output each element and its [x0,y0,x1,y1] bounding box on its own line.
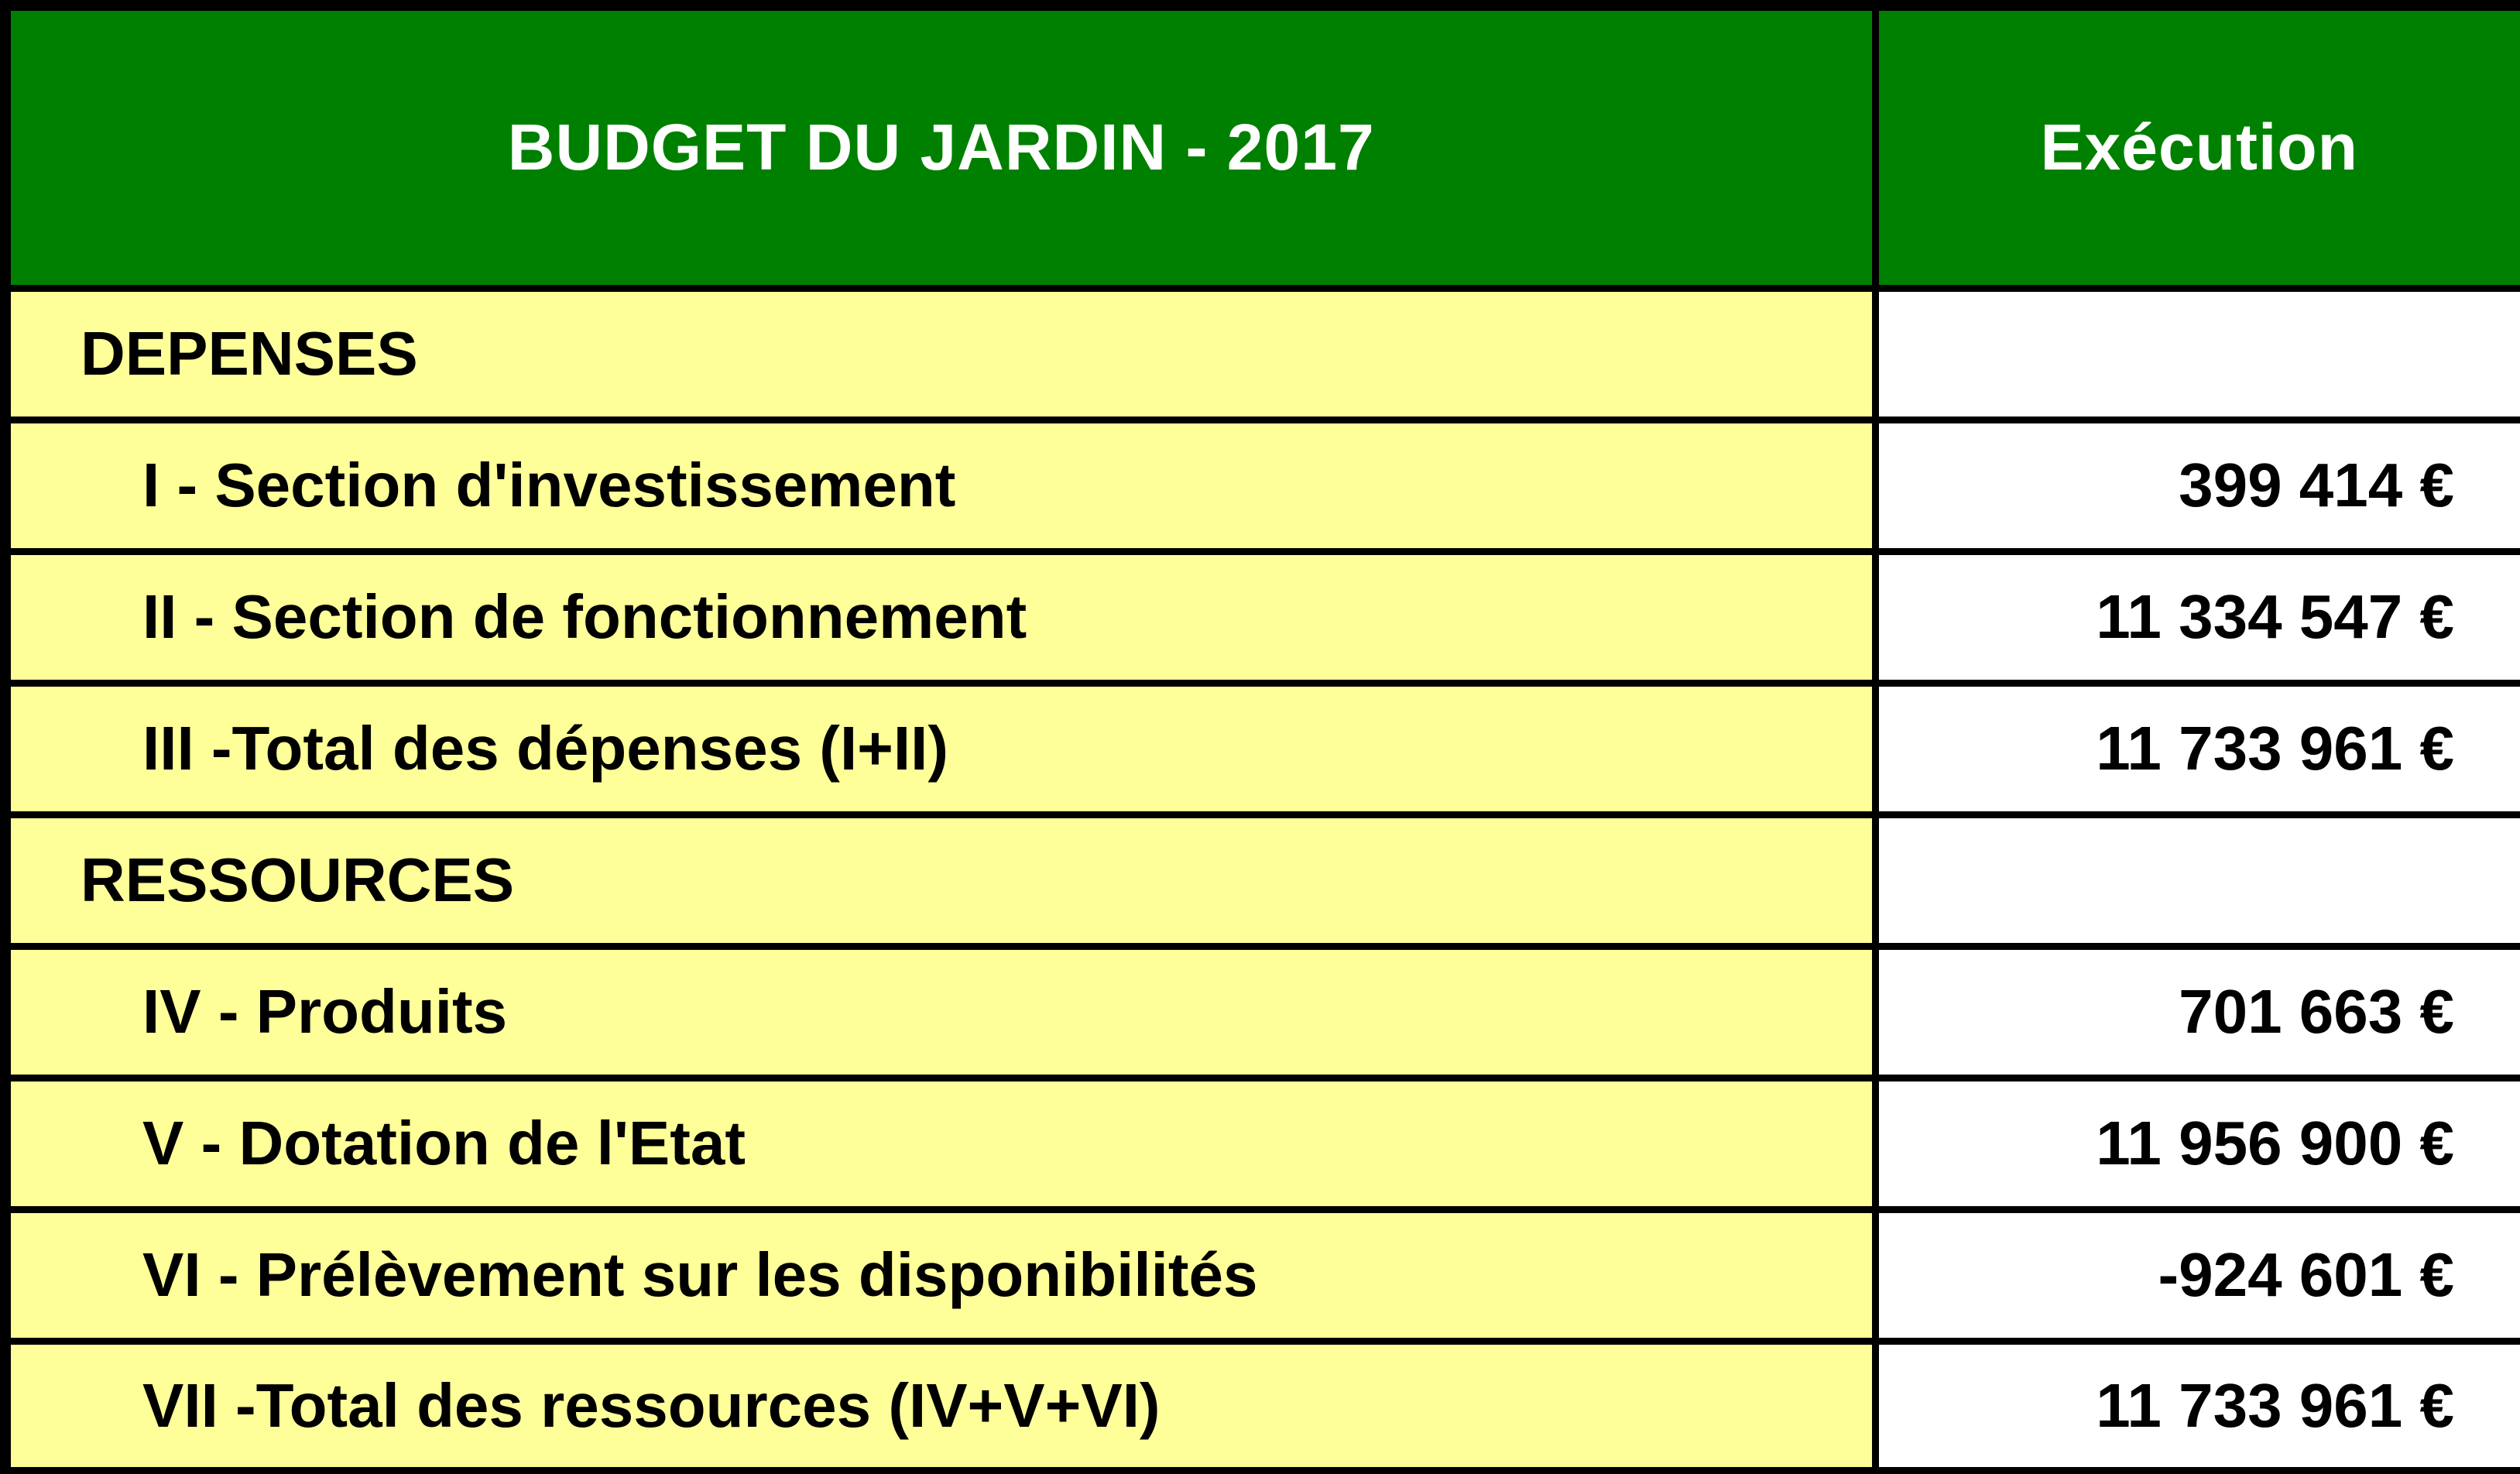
table-row: VI - Prélèvement sur les disponibilités … [2,1205,2520,1345]
table-row: I - Section d'investissement 399 414 € [2,416,2520,555]
row-value-dotation: 11 956 900 € [1871,1074,2520,1213]
table-row: IV - Produits 701 663 € [2,942,2520,1082]
row-label-total-depenses: III -Total des dépenses (I+II) [2,679,1879,818]
table-row: V - Dotation de l'Etat 11 956 900 € [2,1074,2520,1213]
row-label-total-ressources: VII -Total des ressources (IV+V+VI) [2,1337,1879,1474]
row-value-prelevement: -924 601 € [1871,1205,2520,1345]
table-title: BUDGET DU JARDIN - 2017 [2,2,1879,292]
row-value-fonctionnement: 11 334 547 € [1871,547,2520,687]
execution-column-header: Exécution [1871,2,2520,292]
table-row: II - Section de fonctionnement 11 334 54… [2,547,2520,687]
row-label-produits: IV - Produits [2,942,1879,1082]
row-label-depenses: DEPENSES [2,284,1879,423]
row-value-depenses [1871,284,2520,423]
table-row: DEPENSES [2,284,2520,423]
table-header-row: BUDGET DU JARDIN - 2017 Exécution [2,2,2520,292]
row-value-produits: 701 663 € [1871,942,2520,1082]
row-label-fonctionnement: II - Section de fonctionnement [2,547,1879,687]
table-row: RESSOURCES [2,811,2520,950]
row-label-prelevement: VI - Prélèvement sur les disponibilités [2,1205,1879,1345]
row-value-ressources [1871,811,2520,950]
row-value-total-ressources: 11 733 961 € [1871,1337,2520,1474]
row-label-investissement: I - Section d'investissement [2,416,1879,555]
table-row: III -Total des dépenses (I+II) 11 733 96… [2,679,2520,818]
row-value-investissement: 399 414 € [1871,416,2520,555]
table-row: VII -Total des ressources (IV+V+VI) 11 7… [2,1337,2520,1474]
row-label-dotation: V - Dotation de l'Etat [2,1074,1879,1213]
row-label-ressources: RESSOURCES [2,811,1879,950]
row-value-total-depenses: 11 733 961 € [1871,679,2520,818]
